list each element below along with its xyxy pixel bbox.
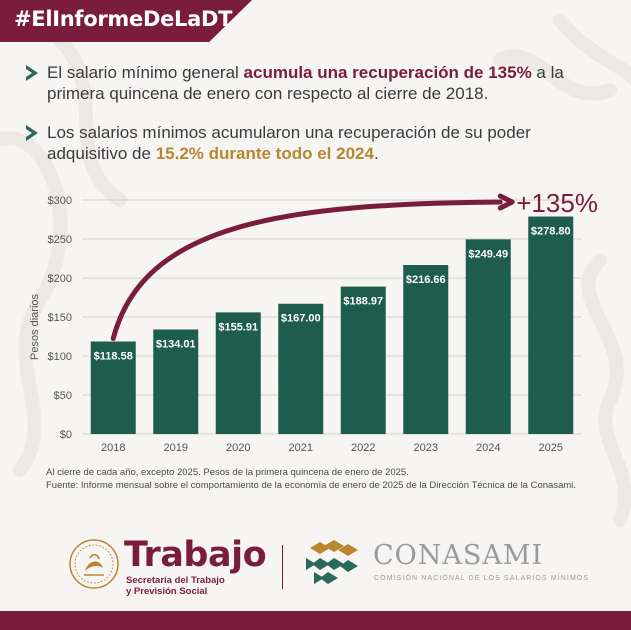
x-tick-label: 2022	[351, 442, 375, 454]
bullet-arrow-icon	[26, 65, 38, 81]
bullet-text-before: El salario mínimo general	[47, 63, 244, 82]
bar-value-label: $188.97	[343, 296, 383, 308]
trabajo-logo-title: Trabajo	[124, 535, 267, 575]
footnote-line-1: Al cierre de cada año, excepto 2025. Pes…	[46, 467, 409, 478]
y-tick-label: $200	[48, 273, 72, 285]
bullet-highlight: acumula una recuperación de 135%	[243, 63, 532, 82]
x-tick-label: 2018	[101, 442, 125, 454]
trabajo-subtitle-line-1: Secretaría del Trabajo	[126, 575, 225, 586]
bar	[90, 341, 136, 434]
y-tick-label: $300	[48, 195, 72, 207]
y-tick-label: $0	[60, 429, 72, 441]
bar-value-label: $134.01	[156, 338, 196, 350]
y-tick-label: $250	[48, 234, 72, 246]
conasami-logo-title: CONASAMI	[373, 540, 544, 571]
bullet-text-before: Los salarios mínimos acumularon una recu…	[47, 123, 531, 163]
trabajo-subtitle-line-2: y Previsión Social	[126, 586, 208, 597]
y-tick-label: $50	[54, 390, 72, 402]
bar-value-label: $167.00	[281, 313, 321, 325]
bullet-text: Los salarios mínimos acumularon una recu…	[47, 122, 606, 164]
y-tick-label: $150	[48, 312, 72, 324]
conasami-logo-mark	[306, 540, 358, 584]
bar	[340, 286, 386, 434]
y-axis-label: Pesos diarios	[29, 293, 41, 360]
bar	[465, 239, 511, 434]
x-tick-label: 2019	[164, 442, 188, 454]
bullet-recovery-135: El salario mínimo general acumula una re…	[26, 62, 606, 104]
bullet-purchasing-power: Los salarios mínimos acumularon una recu…	[26, 122, 606, 164]
bar-value-label: $249.49	[468, 248, 508, 260]
conasami-subtitle: COMISIÓN NACIONAL DE LOS SALARIOS MÍNIMO…	[374, 575, 590, 582]
bar-value-label: $155.91	[218, 321, 258, 333]
trabajo-subtitle: Secretaría del Trabajo y Previsión Socia…	[126, 575, 225, 597]
bar-value-label: $278.80	[531, 226, 571, 238]
growth-arrow-line	[110, 199, 503, 342]
bar	[403, 265, 449, 434]
bottom-bar	[0, 611, 631, 630]
hashtag-banner	[0, 0, 252, 42]
hashtag-title: #ElInformeDeLaDT	[14, 7, 233, 31]
bar-value-label: $216.66	[406, 274, 446, 286]
x-tick-label: 2021	[289, 442, 313, 454]
footnote: Al cierre de cada año, excepto 2025. Pes…	[46, 467, 606, 492]
growth-annotation: +135%	[516, 188, 598, 218]
footer-divider	[282, 545, 283, 589]
bar	[528, 216, 574, 434]
x-tick-label: 2024	[476, 442, 500, 454]
growth-arrow-head-icon	[497, 193, 515, 211]
salary-bar-chart: $0 $50 $100 $150 $200 $250 $300 Pesos diarios $1…	[29, 188, 598, 454]
bullet-text-after: a la primera quincena de enero con respe…	[47, 63, 564, 103]
bullet-highlight: 15.2% durante todo el 2024	[155, 144, 374, 163]
bar	[153, 329, 199, 434]
bar	[215, 312, 261, 434]
bullet-arrow-icon	[26, 125, 38, 141]
bar	[278, 303, 324, 434]
x-tick-label: 2025	[539, 442, 563, 454]
bullet-text-after: .	[373, 144, 379, 163]
bullet-text: El salario mínimo general acumula una re…	[47, 62, 606, 104]
y-tick-label: $100	[48, 351, 72, 363]
mexico-seal-logo	[69, 539, 119, 589]
x-tick-label: 2020	[226, 442, 250, 454]
bar-value-label: $118.58	[94, 351, 133, 363]
footnote-source: Fuente: Informe mensual sobre el comport…	[46, 479, 577, 491]
x-tick-label: 2023	[414, 442, 438, 454]
